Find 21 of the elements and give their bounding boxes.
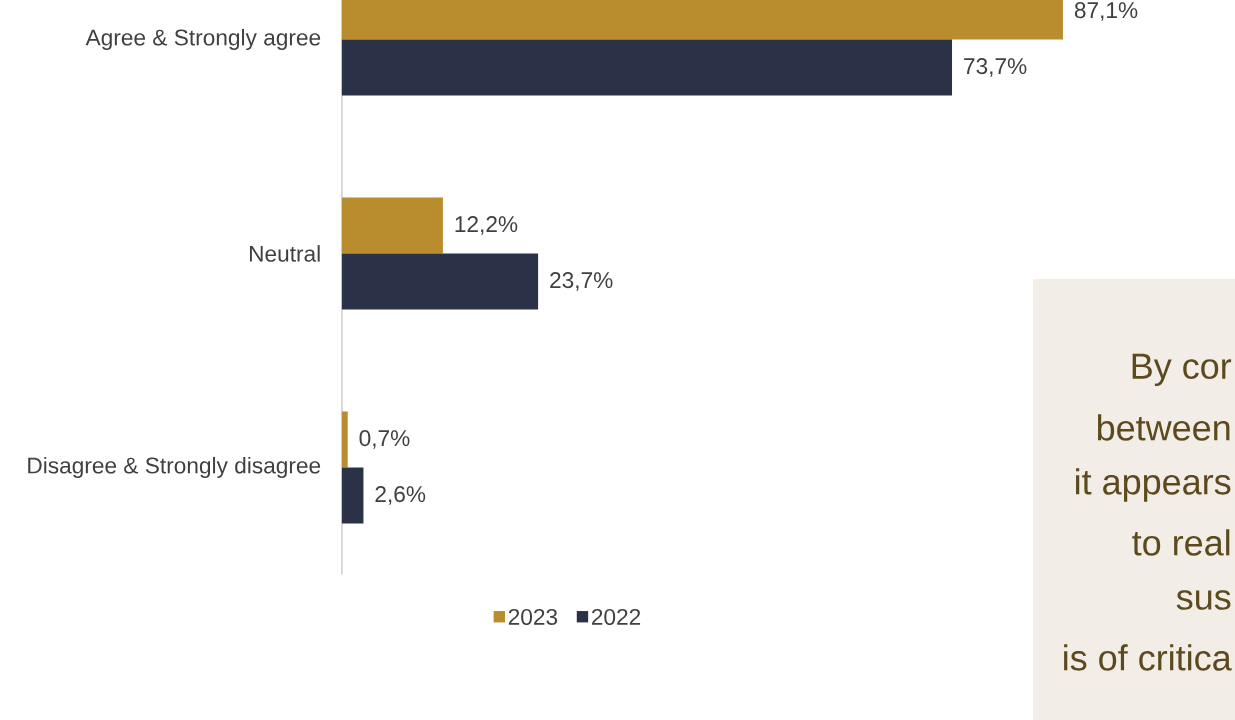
text: sus [1176,590,1231,610]
legend-label: 2022 [591,608,641,626]
data-label: 2,6% [375,486,426,505]
data-label: 0,7% [359,430,410,449]
bar [341,253,539,310]
data-label: 23,7% [550,272,613,291]
text: to real [1132,529,1230,556]
legend-label: 2023 [508,608,558,626]
data-label: 12,2% [455,216,518,235]
data-label: 73,7% [964,58,1027,77]
y-tick-label: Disagree & Strongly disagree [28,456,321,479]
text: it appears [1076,468,1231,502]
y-tick-label: Neutral [249,245,320,262]
bar [341,467,364,524]
bar [341,411,348,468]
y-tick-label: Agree & Strongly agree [85,28,321,51]
data-label: 87,1% [1074,2,1138,21]
text: between [1097,414,1230,441]
bar [341,197,443,254]
text: is of critica [1064,644,1232,671]
text: By cor [1132,353,1232,387]
